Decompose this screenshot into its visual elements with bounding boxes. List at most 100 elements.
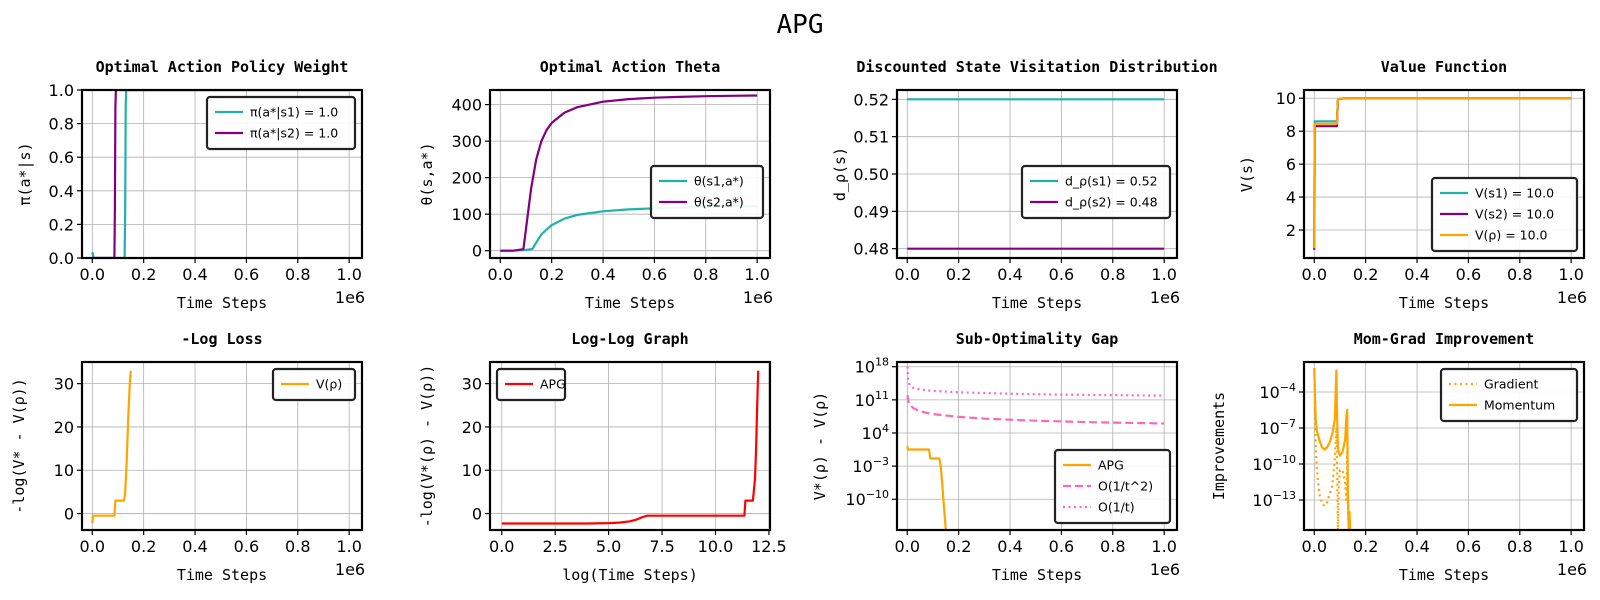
legend: d_ρ(s1) = 0.52 d_ρ(s2) = 0.48	[1020, 164, 1172, 220]
panel-title: Optimal Action Policy Weight	[96, 58, 349, 76]
x-offset-label: 1e6	[335, 288, 365, 307]
x-axis-label: Time Steps	[585, 294, 675, 312]
y-tick-label: 30	[54, 375, 74, 394]
x-tick-label: 0.0	[80, 537, 105, 556]
plot-area	[1313, 97, 1572, 250]
plot-frame	[895, 88, 1179, 260]
x-tick-label: 0.0	[895, 537, 920, 556]
x-tick-label: 1.0	[1151, 265, 1176, 284]
legend-box	[1439, 367, 1579, 423]
legend-label: APG	[540, 377, 566, 392]
legend-label: V(s1) = 10.0	[1475, 186, 1554, 201]
legend-box	[205, 95, 357, 151]
x-tick-label: 0.6	[234, 537, 259, 556]
x-tick-label: 0.6	[642, 265, 667, 284]
plot-area	[91, 90, 350, 258]
x-tick-label: 0.2	[946, 537, 971, 556]
y-tick-label: 200	[451, 169, 482, 188]
x-tick-label: 0.8	[1507, 265, 1532, 284]
x-tick-label: 0.8	[1100, 265, 1125, 284]
plot-area	[1313, 367, 1352, 530]
x-tick-label: 0.6	[1049, 265, 1074, 284]
y-tick-label: 10−10	[845, 488, 889, 509]
series-line-1	[91, 370, 132, 524]
panel-p7: Sub-Optimality Gap 0.0 0.2 0.4 0.6 0.8 1.0 10−1…	[811, 330, 1180, 584]
x-tick-label: 1.0	[1558, 265, 1583, 284]
x-tick-label: 0.2	[1353, 537, 1378, 556]
x-tick-label: 0.4	[1404, 265, 1429, 284]
y-tick-label: 0	[472, 242, 482, 261]
legend-label: V(ρ)	[316, 377, 342, 392]
panel-p8: Mom-Grad Improvement 0.0 0.2 0.4 0.6 0.8 1.0 10…	[1210, 330, 1587, 584]
x-tick-label: 0.6	[1049, 537, 1074, 556]
series-line-2	[906, 394, 1165, 425]
legend: π(a*|s1) = 1.0 π(a*|s2) = 1.0	[205, 95, 357, 151]
x-axis-label: Time Steps	[992, 566, 1082, 584]
legend-label: π(a*|s1) = 1.0	[250, 105, 338, 120]
y-tick-label: 300	[451, 132, 482, 151]
legend: θ(s1,a*) θ(s2,a*)	[649, 164, 765, 220]
x-tick-label: 0.8	[1100, 537, 1125, 556]
x-tick-label: 0.4	[1404, 537, 1429, 556]
y-tick-label: 10−3	[852, 455, 889, 476]
panel-p1: Optimal Action Policy Weight 0.0 0.2 0.4 0.6…	[16, 58, 365, 312]
legend: APG	[495, 367, 567, 402]
y-axis-label: Improvements	[1210, 392, 1228, 500]
plot-frame	[488, 88, 772, 260]
y-tick-label: 1.0	[49, 81, 74, 100]
plot-frame	[1302, 360, 1586, 532]
y-tick-label: 0	[472, 505, 482, 524]
y-tick-label: 400	[451, 96, 482, 115]
legend-box	[649, 164, 765, 220]
y-axis-label: V(s)	[1238, 156, 1256, 192]
x-offset-label: 1e6	[1557, 560, 1587, 579]
plot-area	[501, 370, 760, 525]
x-tick-label: 1.0	[336, 265, 361, 284]
y-axis-label: π(a*|s)	[16, 142, 34, 205]
plot-area	[91, 370, 132, 524]
legend-box	[1053, 448, 1172, 525]
y-tick-label: 0.6	[49, 148, 74, 167]
y-tick-label: 4	[1286, 188, 1296, 207]
panel-title: Optimal Action Theta	[540, 58, 721, 76]
x-tick-label: 0.8	[285, 265, 310, 284]
panel-title: Sub-Optimality Gap	[956, 330, 1119, 348]
legend-box	[1430, 176, 1579, 253]
x-offset-label: 1e6	[335, 560, 365, 579]
panel-p2: Optimal Action Theta 0.0 0.2 0.4 0.6 0.8 1.0 0 1…	[418, 58, 773, 312]
legend-label: d_ρ(s2) = 0.48	[1065, 195, 1158, 210]
series-line-3	[906, 366, 1165, 397]
y-axis-label: θ(s,a*)	[418, 142, 436, 205]
panel-title: Value Function	[1381, 58, 1507, 76]
x-offset-label: 1e6	[1150, 560, 1180, 579]
series-line-1	[91, 90, 350, 258]
legend: V(ρ)	[271, 367, 357, 402]
y-tick-label: 30	[462, 375, 482, 394]
x-tick-label: 1.0	[1558, 537, 1583, 556]
y-tick-label: 10	[54, 461, 74, 480]
x-tick-label: 0.2	[1353, 265, 1378, 284]
x-offset-label: 1e6	[1150, 288, 1180, 307]
panel-title: Mom-Grad Improvement	[1354, 330, 1535, 348]
y-axis-label: -log(V* - V(ρ))	[10, 378, 28, 513]
x-tick-label: 0.0	[895, 265, 920, 284]
y-tick-label: 1018	[855, 356, 889, 377]
legend-label: V(s2) = 10.0	[1475, 207, 1554, 222]
y-tick-label: 100	[451, 205, 482, 224]
x-tick-label: 7.5	[649, 537, 674, 556]
y-tick-label: 0.0	[49, 249, 74, 268]
y-tick-label: 6	[1286, 155, 1296, 174]
x-tick-label: 0.6	[1456, 537, 1481, 556]
legend: V(s1) = 10.0 V(s2) = 10.0 V(ρ) = 10.0	[1430, 176, 1579, 253]
legend-label: Gradient	[1484, 377, 1539, 392]
y-tick-label: 10−10	[1252, 453, 1296, 474]
x-tick-label: 0.2	[131, 537, 156, 556]
panel-p3: Discounted State Visitation Distribution…	[831, 58, 1218, 312]
plot-frame	[895, 360, 1179, 532]
x-tick-label: 0.8	[1507, 537, 1532, 556]
x-tick-label: 12.5	[751, 537, 787, 556]
plot-frame	[80, 360, 364, 532]
y-tick-label: 2	[1286, 221, 1296, 240]
y-axis-label: d_ρ(s)	[831, 147, 849, 201]
x-axis-label: Time Steps	[177, 566, 267, 584]
